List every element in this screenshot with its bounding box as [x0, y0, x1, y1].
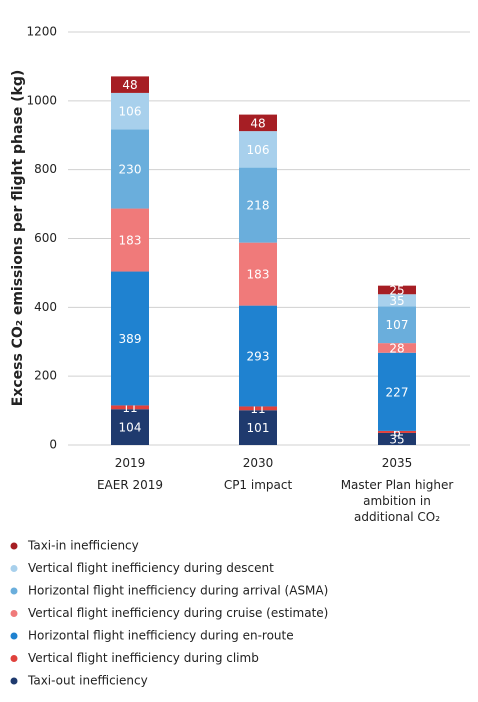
- legend-marker: [10, 542, 18, 550]
- x-tick-label: 2030: [242, 456, 274, 470]
- data-label: 227: [386, 385, 409, 399]
- data-label: 101: [247, 421, 270, 435]
- data-label: 230: [119, 162, 142, 176]
- legend-marker: [10, 587, 18, 595]
- legend-marker: [10, 655, 18, 662]
- data-label: 104: [119, 421, 142, 435]
- bar-segment: [111, 409, 149, 445]
- legend-label: Horizontal flight inefficiency during ar…: [28, 584, 328, 598]
- legend-marker: [10, 677, 18, 685]
- legend-label: Vertical flight inefficiency during desc…: [28, 561, 274, 575]
- data-label: 48: [250, 116, 265, 130]
- x-tick-label: 2035: [381, 456, 413, 470]
- bar-segment: [239, 406, 277, 411]
- bar-segment: [239, 242, 277, 306]
- data-label: 183: [119, 234, 142, 248]
- bar-segment: [378, 352, 416, 431]
- bar-segment: [378, 294, 416, 307]
- bar-segment: [111, 92, 149, 130]
- data-label: 48: [122, 78, 137, 92]
- x-tick-sublabel: CP1 impact: [223, 478, 293, 492]
- data-label: 6: [393, 425, 401, 439]
- bar-segment: [111, 271, 149, 406]
- legend-label: Taxi-out inefficiency: [27, 674, 148, 688]
- bar-segment: [239, 410, 277, 445]
- data-label: 107: [386, 318, 409, 332]
- legend-marker: [10, 610, 18, 617]
- x-tick-label: 2019: [114, 456, 146, 470]
- bar-segment: [111, 129, 149, 209]
- data-label: 106: [119, 105, 142, 119]
- bar-segment: [239, 131, 277, 168]
- legend-label: Vertical flight inefficiency during crui…: [28, 606, 328, 620]
- y-axis-title: Excess CO₂ emissions per flight phase (k…: [10, 70, 26, 407]
- data-label: 389: [119, 332, 142, 346]
- y-tick-label: 0: [49, 438, 57, 452]
- data-label: 25: [389, 283, 404, 297]
- bar-segment: [239, 305, 277, 407]
- data-label: 106: [247, 143, 270, 157]
- bar-segment: [111, 405, 149, 410]
- data-label: 293: [247, 350, 270, 364]
- bar-segment: [378, 306, 416, 344]
- legend-label: Horizontal flight inefficiency during en…: [28, 629, 294, 643]
- bar-segment: [378, 343, 416, 353]
- bar-segment: [378, 430, 416, 433]
- data-label: 183: [247, 268, 270, 282]
- x-tick-sublabel: EAER 2019: [96, 478, 164, 492]
- y-tick-label: 1200: [26, 25, 57, 39]
- y-tick-label: 800: [34, 162, 57, 176]
- x-tick-sublabel: Master Plan higher ambition in additiona…: [340, 478, 454, 524]
- data-label: 35: [389, 294, 404, 308]
- bar-segment: [378, 285, 416, 295]
- bar-segment: [239, 167, 277, 243]
- legend-label: Vertical flight inefficiency during clim…: [28, 651, 259, 665]
- y-tick-label: 600: [34, 231, 57, 245]
- data-label: 28: [389, 341, 404, 355]
- data-label: 218: [247, 199, 270, 213]
- bar-segment: [239, 114, 277, 132]
- y-tick-label: 200: [34, 369, 57, 383]
- bar-segment: [111, 76, 149, 93]
- legend-label: Taxi-in inefficiency: [27, 539, 139, 553]
- bar-segment: [378, 432, 416, 445]
- data-label: 35: [389, 432, 404, 446]
- bar-segment: [111, 208, 149, 272]
- y-tick-label: 400: [34, 300, 57, 314]
- legend-marker: [10, 565, 18, 572]
- y-tick-label: 1000: [26, 93, 57, 107]
- legend-marker: [10, 632, 18, 640]
